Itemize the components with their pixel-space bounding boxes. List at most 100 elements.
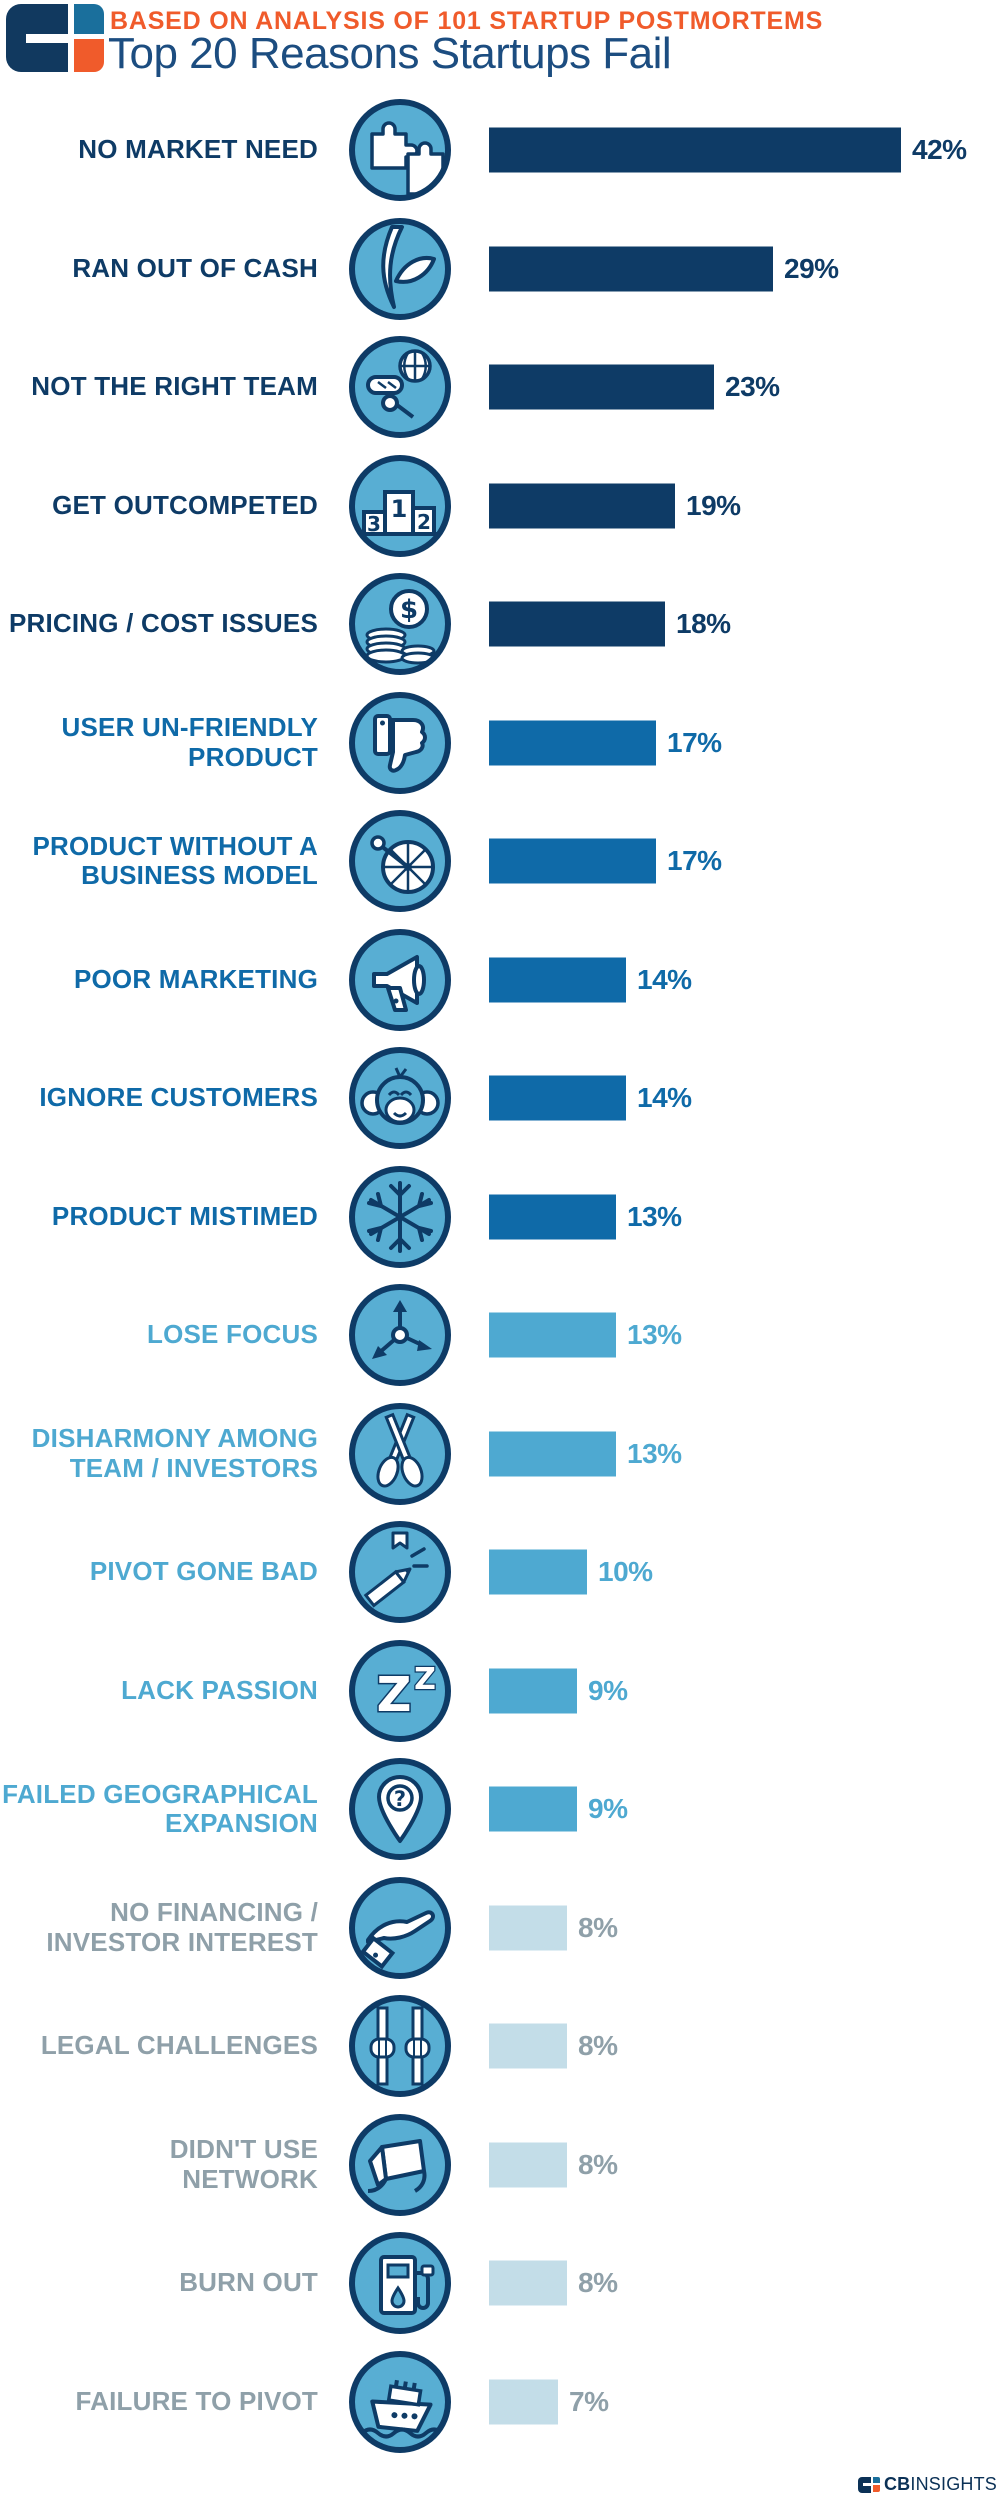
bar-value-label: 19% xyxy=(686,489,741,521)
bar-value-label: 7% xyxy=(569,2385,609,2417)
megaphone-icon xyxy=(348,928,452,1032)
snowflake-icon xyxy=(348,1165,452,1269)
sleep-zz-icon: Z Z xyxy=(348,1639,452,1743)
logo-notch xyxy=(26,34,68,43)
reason-label-line: PIVOT GONE BAD xyxy=(89,1556,318,1587)
chart-row: PRODUCT WITHOUT A BUSINESS MODEL 17% xyxy=(0,802,1000,921)
reason-label: PRICING / COST ISSUES xyxy=(0,565,318,684)
reason-label-line: TEAM / INVESTORS xyxy=(69,1452,318,1483)
sinking-ship-icon xyxy=(348,2350,452,2454)
reason-label-line: FAILED GEOGRAPHICAL xyxy=(2,1778,318,1809)
reason-label-line: PRODUCT WITHOUT A xyxy=(32,830,318,861)
coins-icon: $ xyxy=(348,572,452,676)
svg-text:3: 3 xyxy=(367,512,381,536)
chart-row: LOSE FOCUS 13% xyxy=(0,1276,1000,1395)
bar-value-label: 14% xyxy=(637,1082,692,1113)
reason-label: PRODUCT WITHOUT A BUSINESS MODEL xyxy=(0,802,318,921)
chart-row: POOR MARKETING 14% xyxy=(0,920,1000,1039)
reason-label-line: BUSINESS MODEL xyxy=(81,860,318,890)
bar-value-label: 29% xyxy=(784,252,839,284)
reason-label: LEGAL CHALLENGES xyxy=(0,1987,318,2106)
bar xyxy=(489,1312,616,1358)
reason-label-line: LACK PASSION xyxy=(121,1674,318,1705)
bar-value-label: 23% xyxy=(725,371,780,402)
reason-label-line: NO FINANCING / xyxy=(110,1897,318,1928)
reason-label: IGNORE CUSTOMERS xyxy=(0,1039,318,1158)
reason-label: NO FINANCING / INVESTOR INTEREST xyxy=(0,1868,318,1987)
reason-label: FAILURE TO PIVOT xyxy=(0,2342,318,2461)
cbinsights-logo-small xyxy=(857,2476,880,2493)
bar-value-label: 42% xyxy=(912,134,967,165)
reason-label-line: LEGAL CHALLENGES xyxy=(40,2030,318,2061)
svg-text:2: 2 xyxy=(417,510,431,534)
bar-value-label: 13% xyxy=(627,1200,682,1232)
chart-row: FAILED GEOGRAPHICAL EXPANSION ? 9% xyxy=(0,1750,1000,1869)
reason-label-line: FAILURE TO PIVOT xyxy=(75,2385,318,2416)
reason-label: LACK PASSION xyxy=(0,1631,318,1750)
reason-label-line: IGNORE CUSTOMERS xyxy=(39,1082,318,1113)
box-hide-icon xyxy=(348,2113,452,2217)
footer-brand-bold: CB xyxy=(883,2474,911,2494)
diver-globe-icon xyxy=(348,335,452,439)
monkey-icon xyxy=(348,1046,452,1150)
chart-row: IGNORE CUSTOMERS 14% xyxy=(0,1039,1000,1158)
map-pin-question-icon: ? xyxy=(348,1757,452,1861)
bar xyxy=(489,1786,577,1832)
reason-label: NOT THE RIGHT TEAM xyxy=(0,328,318,447)
bar xyxy=(489,127,901,173)
reason-label-line: LOSE FOCUS xyxy=(146,1319,318,1350)
bar xyxy=(489,483,675,528)
bar xyxy=(489,1905,567,1950)
chart-title: Top 20 Reasons Startups Fail xyxy=(108,29,672,78)
bar-value-label: 8% xyxy=(578,2267,618,2298)
footer-brand: CBINSIGHTS xyxy=(857,2474,997,2495)
reason-label-line: DIDN'T USE xyxy=(169,2134,318,2165)
chart-row: NO FINANCING / INVESTOR INTEREST 8% xyxy=(0,1868,1000,1987)
empty-pocket-icon xyxy=(348,217,452,321)
chart-row: GET OUTCOMPETED 1 3 2 19% xyxy=(0,446,1000,565)
wheel-icon xyxy=(348,809,452,913)
crossed-oars-icon xyxy=(348,1402,452,1506)
reason-label-line: EXPANSION xyxy=(164,1808,318,1838)
chart-row: PRODUCT MISTIMED 13% xyxy=(0,1157,1000,1276)
bar-value-label: 17% xyxy=(667,726,722,758)
reason-label-line: INVESTOR INTEREST xyxy=(46,1926,318,1957)
bar xyxy=(489,2260,567,2306)
chart-row: LEGAL CHALLENGES 8% xyxy=(0,1987,1000,2106)
cbinsights-logo xyxy=(6,4,104,72)
svg-text:?: ? xyxy=(394,1787,406,1811)
reason-label-line: RAN OUT OF CASH xyxy=(72,252,318,283)
chart-subtitle: BASED ON ANALYSIS OF 101 STARTUP POSTMOR… xyxy=(110,7,824,35)
chart-row: PIVOT GONE BAD 10% xyxy=(0,1513,1000,1632)
chart-row: NOT THE RIGHT TEAM 23% xyxy=(0,328,1000,447)
reason-label-line: NOT THE RIGHT TEAM xyxy=(31,371,318,402)
bar-value-label: 13% xyxy=(627,1437,682,1469)
bar xyxy=(489,364,714,410)
reason-label: DIDN'T USE NETWORK xyxy=(0,2105,318,2224)
reason-label-line: PRICING / COST ISSUES xyxy=(8,608,318,639)
thumbs-down-icon xyxy=(348,691,452,795)
bar-value-label: 14% xyxy=(637,963,692,995)
chart-row: DISHARMONY AMONG TEAM / INVESTORS 13% xyxy=(0,1394,1000,1513)
reason-label: RAN OUT OF CASH xyxy=(0,209,318,328)
podium-icon: 1 3 2 xyxy=(348,454,452,558)
bar-value-label: 8% xyxy=(578,1911,618,1943)
bar xyxy=(489,601,665,647)
chart-row: NO MARKET NEED 42% xyxy=(0,91,1000,210)
broken-pencil-icon xyxy=(348,1520,452,1624)
reason-label: POOR MARKETING xyxy=(0,920,318,1039)
chart-row: USER UN-FRIENDLY PRODUCT 17% xyxy=(0,683,1000,802)
svg-text:$: $ xyxy=(400,595,418,625)
scatter-arrows-icon xyxy=(348,1283,452,1387)
bar-value-label: 17% xyxy=(667,845,722,876)
chart-row: LACK PASSION Z Z 9% xyxy=(0,1631,1000,1750)
footer-brand-regular: INSIGHTS xyxy=(910,2474,997,2494)
reason-label: PIVOT GONE BAD xyxy=(0,1513,318,1632)
chart-row: RAN OUT OF CASH 29% xyxy=(0,209,1000,328)
reason-label: GET OUTCOMPETED xyxy=(0,446,318,565)
reason-label-line: NO MARKET NEED xyxy=(78,134,318,165)
bar xyxy=(489,720,656,765)
reason-label: PRODUCT MISTIMED xyxy=(0,1157,318,1276)
reason-label-line: POOR MARKETING xyxy=(73,963,318,994)
bar-value-label: 10% xyxy=(598,1556,653,1587)
